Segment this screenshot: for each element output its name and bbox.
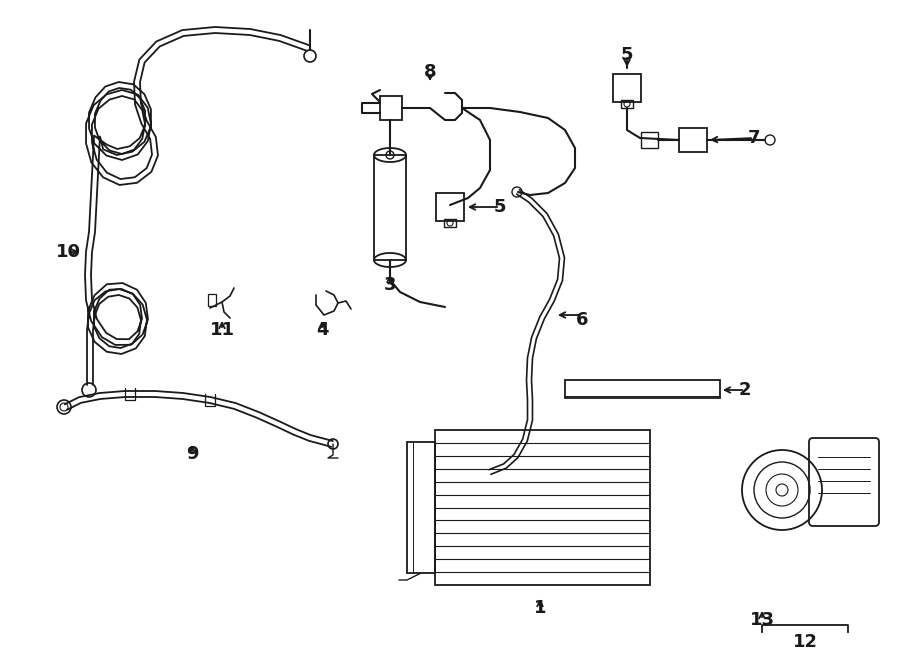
Bar: [444, 219, 456, 227]
Text: 13: 13: [750, 611, 775, 629]
Text: 5: 5: [494, 198, 506, 216]
Bar: [374, 155, 406, 260]
Text: 9: 9: [185, 445, 198, 463]
Bar: [565, 380, 720, 398]
Bar: [613, 74, 641, 102]
Text: 1: 1: [534, 599, 546, 617]
Text: 6: 6: [576, 311, 589, 329]
Text: 5: 5: [621, 46, 634, 64]
Bar: [641, 132, 658, 148]
Bar: [621, 100, 633, 108]
Text: 4: 4: [316, 321, 328, 339]
Bar: [208, 294, 216, 306]
Bar: [407, 442, 435, 573]
Text: 12: 12: [793, 633, 817, 651]
Text: 3: 3: [383, 276, 396, 294]
Bar: [436, 193, 464, 221]
Text: 11: 11: [210, 321, 235, 339]
Text: 2: 2: [739, 381, 752, 399]
Bar: [679, 128, 707, 152]
Bar: [435, 430, 650, 585]
Bar: [380, 96, 402, 120]
Text: 7: 7: [748, 129, 760, 147]
Text: 8: 8: [424, 63, 436, 81]
Text: 10: 10: [56, 243, 80, 261]
